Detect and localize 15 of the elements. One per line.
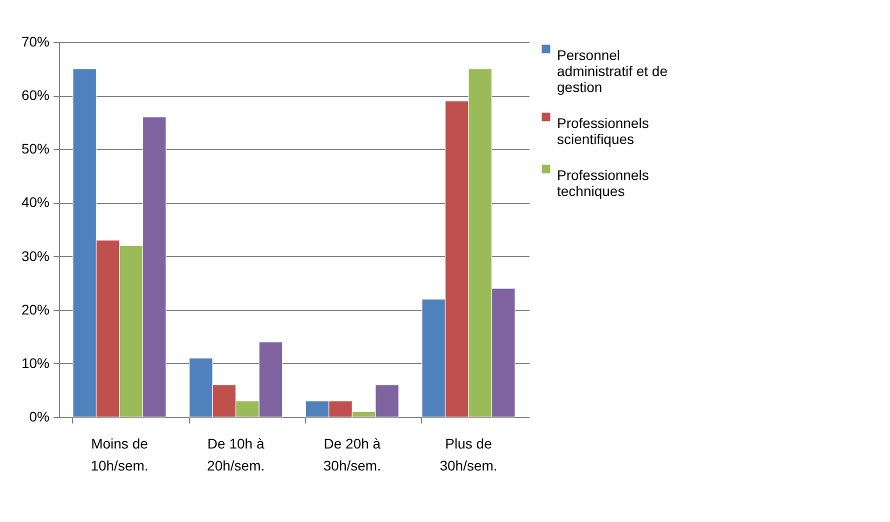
legend-label: Professionnels techniques	[557, 167, 649, 199]
y-tick-label: 10%	[21, 354, 50, 371]
y-tick-label: 40%	[21, 194, 50, 210]
y-tick-label: 0%	[29, 408, 50, 424]
x-tick-label: De 10h à 20h/sem.	[207, 436, 265, 474]
y-tick-label: 70%	[21, 34, 50, 50]
y-tick-label: 60%	[21, 87, 50, 104]
y-tick-label: 50%	[21, 140, 50, 157]
legend-label: Professionnels scientifiques	[557, 115, 649, 147]
y-tick-label: 30%	[21, 248, 50, 264]
x-tick-label: Moins de 10h/sem.	[90, 436, 148, 474]
x-tick-label: De 20h à 30h/sem.	[323, 436, 381, 474]
x-tick-label: Plus de 30h/sem.	[440, 436, 498, 474]
legend-label: Personnel administratif et de gestion	[557, 47, 668, 95]
y-tick-label: 20%	[21, 301, 50, 318]
